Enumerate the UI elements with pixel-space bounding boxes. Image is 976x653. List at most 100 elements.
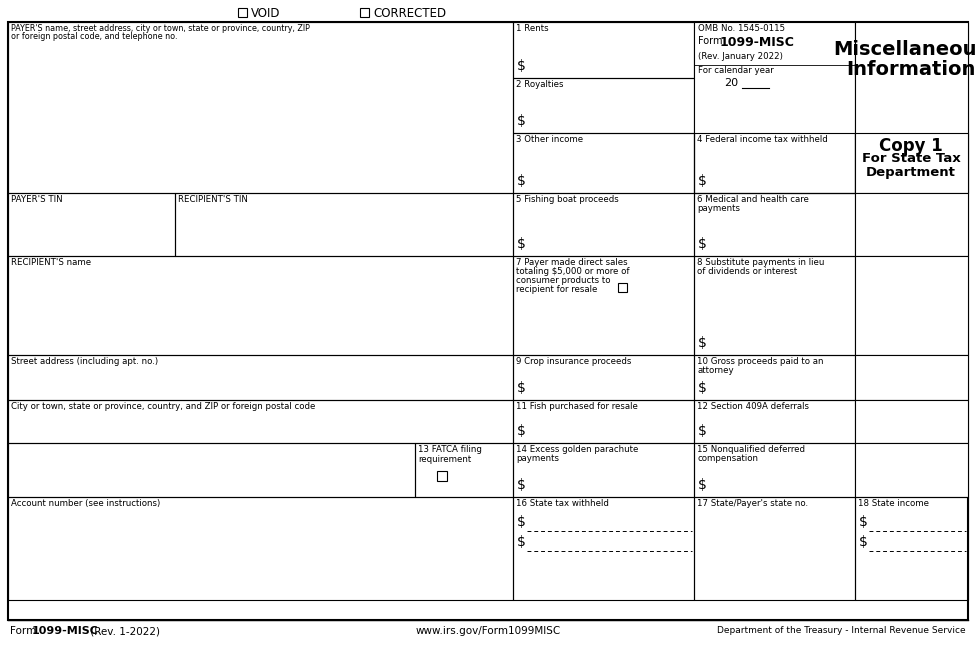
Bar <box>513 256 694 355</box>
Bar <box>8 256 513 355</box>
Text: Account number (see instructions): Account number (see instructions) <box>11 499 160 508</box>
Text: www.irs.gov/Form1099MISC: www.irs.gov/Form1099MISC <box>416 626 560 636</box>
Bar <box>8 400 513 443</box>
Text: of dividends or interest: of dividends or interest <box>697 267 797 276</box>
Text: 2 Royalties: 2 Royalties <box>516 80 563 89</box>
Bar <box>513 443 694 497</box>
Bar <box>618 283 627 292</box>
Text: Street address (including apt. no.): Street address (including apt. no.) <box>11 357 158 366</box>
Text: $: $ <box>517 515 526 529</box>
Bar <box>513 133 694 193</box>
Text: RECIPIENT'S name: RECIPIENT'S name <box>11 258 91 267</box>
Bar <box>694 497 855 600</box>
Text: 10 Gross proceeds paid to an: 10 Gross proceeds paid to an <box>697 357 824 366</box>
Bar <box>415 443 513 497</box>
Bar <box>513 193 694 256</box>
Bar <box>513 443 694 497</box>
Bar <box>8 400 513 443</box>
Bar <box>8 22 513 193</box>
Text: $: $ <box>517 59 526 73</box>
Text: PAYER'S TIN: PAYER'S TIN <box>11 195 62 204</box>
Bar <box>694 133 855 193</box>
Text: 1 Rents: 1 Rents <box>516 24 549 33</box>
Bar <box>694 22 855 193</box>
Bar <box>8 497 513 600</box>
Bar <box>8 443 415 497</box>
Text: requirement: requirement <box>418 455 471 464</box>
Text: 16 State tax withheld: 16 State tax withheld <box>516 499 609 508</box>
Text: payments: payments <box>697 204 740 213</box>
Text: consumer products to: consumer products to <box>516 276 611 285</box>
Text: $: $ <box>698 174 707 188</box>
Text: $: $ <box>698 424 707 438</box>
Text: RECIPIENT'S TIN: RECIPIENT'S TIN <box>178 195 248 204</box>
Bar <box>855 133 968 193</box>
Bar <box>513 497 694 600</box>
Text: payments: payments <box>516 454 559 463</box>
Bar <box>238 8 247 17</box>
Bar <box>855 497 968 600</box>
Text: $: $ <box>517 174 526 188</box>
Bar <box>694 355 855 400</box>
Text: 1099-MISC: 1099-MISC <box>32 626 99 636</box>
Text: 7 Payer made direct sales: 7 Payer made direct sales <box>516 258 628 267</box>
Text: $: $ <box>698 336 707 350</box>
Bar <box>8 193 175 256</box>
Bar <box>513 78 694 133</box>
Text: 3 Other income: 3 Other income <box>516 135 583 144</box>
Text: Form: Form <box>698 36 725 46</box>
Bar <box>437 471 447 481</box>
Text: Information: Information <box>846 60 976 79</box>
Text: 11 Fish purchased for resale: 11 Fish purchased for resale <box>516 402 638 411</box>
Text: (Rev. 1-2022): (Rev. 1-2022) <box>87 626 160 636</box>
Text: $: $ <box>859 515 868 529</box>
Bar <box>513 400 694 443</box>
Bar <box>513 133 694 193</box>
Bar <box>694 443 855 497</box>
Bar <box>694 193 855 256</box>
Bar <box>855 22 968 193</box>
Text: 9 Crop insurance proceeds: 9 Crop insurance proceeds <box>516 357 631 366</box>
Text: $: $ <box>517 381 526 395</box>
Bar <box>175 193 513 256</box>
Bar <box>513 193 694 256</box>
Text: Copy 1: Copy 1 <box>879 137 943 155</box>
Bar <box>513 78 694 133</box>
Text: 8 Substitute payments in lieu: 8 Substitute payments in lieu <box>697 258 825 267</box>
Text: $: $ <box>698 237 707 251</box>
Bar <box>694 256 855 355</box>
Bar <box>694 497 855 600</box>
Text: 20: 20 <box>724 78 738 88</box>
Bar <box>360 8 369 17</box>
Text: 18 State income: 18 State income <box>858 499 929 508</box>
Text: PAYER'S name, street address, city or town, state or province, country, ZIP: PAYER'S name, street address, city or to… <box>11 24 309 33</box>
Text: attorney: attorney <box>697 366 734 375</box>
Text: recipient for resale: recipient for resale <box>516 285 597 294</box>
Bar <box>513 22 694 78</box>
Text: Department of the Treasury - Internal Revenue Service: Department of the Treasury - Internal Re… <box>717 626 966 635</box>
Text: Miscellaneous: Miscellaneous <box>834 40 976 59</box>
Bar <box>513 256 694 355</box>
Bar <box>175 193 513 256</box>
Bar <box>513 355 694 400</box>
Text: For calendar year: For calendar year <box>698 66 774 75</box>
Bar <box>513 400 694 443</box>
Bar <box>855 355 968 400</box>
Text: 1099-MISC: 1099-MISC <box>720 36 794 49</box>
Text: (Rev. January 2022): (Rev. January 2022) <box>698 52 783 61</box>
Bar <box>513 497 694 600</box>
Bar <box>855 497 968 600</box>
Bar <box>694 193 855 256</box>
Text: $: $ <box>517 535 526 549</box>
Bar <box>8 193 175 256</box>
Text: 13 FATCA filing: 13 FATCA filing <box>418 445 482 454</box>
Text: or foreign postal code, and telephone no.: or foreign postal code, and telephone no… <box>11 32 178 41</box>
Bar <box>694 443 855 497</box>
Text: CORRECTED: CORRECTED <box>373 7 446 20</box>
Bar <box>855 443 968 497</box>
Bar <box>8 443 415 497</box>
Text: 17 State/Payer's state no.: 17 State/Payer's state no. <box>697 499 808 508</box>
Bar <box>415 443 513 497</box>
Bar <box>694 400 855 443</box>
Bar <box>513 22 694 78</box>
